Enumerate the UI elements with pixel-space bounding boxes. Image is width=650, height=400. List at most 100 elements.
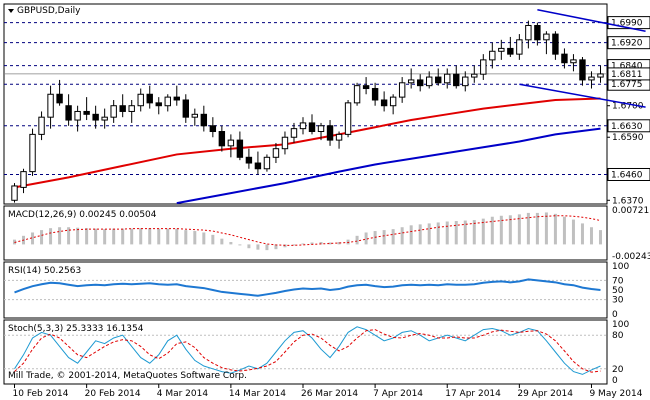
candle-body bbox=[128, 105, 135, 112]
x-tick-label: 20 Feb 2014 bbox=[85, 389, 141, 399]
level-label: 1.6460 bbox=[611, 170, 643, 180]
candle-body bbox=[227, 139, 235, 147]
trendline-0 bbox=[537, 8, 646, 32]
macd-bar bbox=[49, 228, 53, 245]
rsi-y-tick-label: 0 bbox=[612, 310, 618, 320]
candle-body bbox=[579, 59, 586, 81]
macd-bar bbox=[175, 228, 179, 245]
candle-body bbox=[47, 93, 54, 118]
x-tick-label: 26 Mar 2014 bbox=[301, 389, 358, 399]
macd-bar bbox=[301, 243, 305, 245]
price-y-tick-label: 1.6700 bbox=[612, 102, 644, 112]
macd-bar bbox=[292, 244, 296, 246]
macd-bar bbox=[148, 228, 152, 245]
candle-body bbox=[516, 39, 523, 55]
candle-body bbox=[146, 93, 153, 104]
x-tick-label: 10 Feb 2014 bbox=[13, 389, 69, 399]
level-label-box bbox=[607, 119, 650, 133]
macd-bar bbox=[517, 214, 521, 245]
macd-bar bbox=[58, 227, 62, 245]
candle-body bbox=[38, 116, 45, 135]
stoch-y-tick-label: 100 bbox=[612, 320, 629, 330]
x-tick-label: 17 Apr 2014 bbox=[445, 389, 501, 399]
candle-body bbox=[398, 82, 406, 98]
macd-bar bbox=[247, 244, 251, 249]
macd-bar bbox=[355, 235, 359, 245]
macd-bar bbox=[580, 223, 584, 245]
macd-bar bbox=[454, 221, 458, 245]
candle-body bbox=[588, 76, 595, 81]
macd-bar bbox=[526, 212, 530, 245]
stoch-y-tick-label: 20 bbox=[612, 365, 624, 375]
candle-body bbox=[56, 93, 63, 104]
stoch-signal-line bbox=[14, 329, 601, 373]
macd-bar bbox=[445, 221, 449, 245]
macd-bar bbox=[418, 224, 422, 245]
candle-body bbox=[254, 162, 262, 170]
candle-body bbox=[83, 110, 90, 115]
ma-fast-line bbox=[14, 97, 601, 189]
candle-body bbox=[525, 24, 532, 41]
candle-body bbox=[92, 113, 99, 121]
candle-body bbox=[570, 59, 577, 64]
level-label: 1.6990 bbox=[611, 19, 643, 29]
candle-body bbox=[552, 33, 559, 55]
stoch-y-tick-label: 80 bbox=[612, 331, 624, 341]
level-label: 1.6840 bbox=[611, 62, 643, 72]
rsi-line bbox=[14, 278, 601, 297]
macd-bar bbox=[85, 228, 89, 245]
candle-body bbox=[416, 79, 424, 87]
candle-body bbox=[435, 76, 442, 84]
candle-body bbox=[299, 122, 307, 130]
candle-body bbox=[534, 24, 541, 41]
level-label: 1.6775 bbox=[611, 80, 643, 90]
rsi-label: RSI(14) 50.2563 bbox=[8, 266, 81, 276]
candle-body bbox=[335, 133, 343, 141]
macd-signal-line bbox=[14, 215, 601, 246]
candle-body bbox=[380, 99, 388, 107]
candle-body bbox=[200, 113, 208, 127]
candle-body bbox=[326, 125, 334, 141]
candle-body bbox=[597, 73, 604, 78]
macd-bar bbox=[274, 244, 278, 250]
macd-bar bbox=[220, 238, 224, 245]
macd-bar bbox=[94, 228, 98, 245]
macd-bar bbox=[229, 242, 233, 245]
macd-bar bbox=[184, 230, 188, 245]
macd-bar bbox=[310, 242, 314, 245]
macd-bar bbox=[328, 242, 332, 245]
candle-body bbox=[407, 79, 415, 84]
candle-body bbox=[137, 93, 144, 107]
x-tick-label: 14 Mar 2014 bbox=[229, 389, 286, 399]
candle-body bbox=[471, 73, 478, 78]
candle-body bbox=[20, 171, 27, 188]
candle-body bbox=[561, 53, 568, 64]
macd-bar bbox=[427, 223, 431, 245]
candle-body bbox=[263, 156, 271, 170]
candle-body bbox=[101, 116, 108, 121]
candle-body bbox=[543, 33, 550, 41]
macd-bar bbox=[382, 230, 386, 245]
macd-bar bbox=[256, 244, 260, 250]
candle-body bbox=[344, 102, 352, 135]
candle-body bbox=[272, 148, 280, 158]
level-label-box bbox=[607, 167, 650, 181]
candle-body bbox=[308, 122, 316, 133]
macd-bar bbox=[202, 232, 206, 245]
candle-body bbox=[389, 96, 397, 107]
macd-bar bbox=[211, 234, 215, 245]
candle-body bbox=[218, 131, 226, 147]
x-tick-label: 29 Apr 2014 bbox=[517, 389, 573, 399]
level-label: 1.6630 bbox=[611, 122, 643, 132]
candle-body bbox=[164, 96, 171, 107]
panel-frame-macd bbox=[3, 205, 608, 261]
macd-bar bbox=[562, 216, 566, 245]
macd-bar bbox=[391, 229, 395, 245]
candle-body bbox=[110, 105, 117, 118]
candle-body bbox=[209, 125, 217, 133]
ma-slow-line bbox=[176, 127, 601, 205]
candle-body bbox=[462, 76, 469, 87]
candle-body bbox=[290, 128, 298, 138]
rsi-y-tick-label: 100 bbox=[612, 262, 629, 272]
